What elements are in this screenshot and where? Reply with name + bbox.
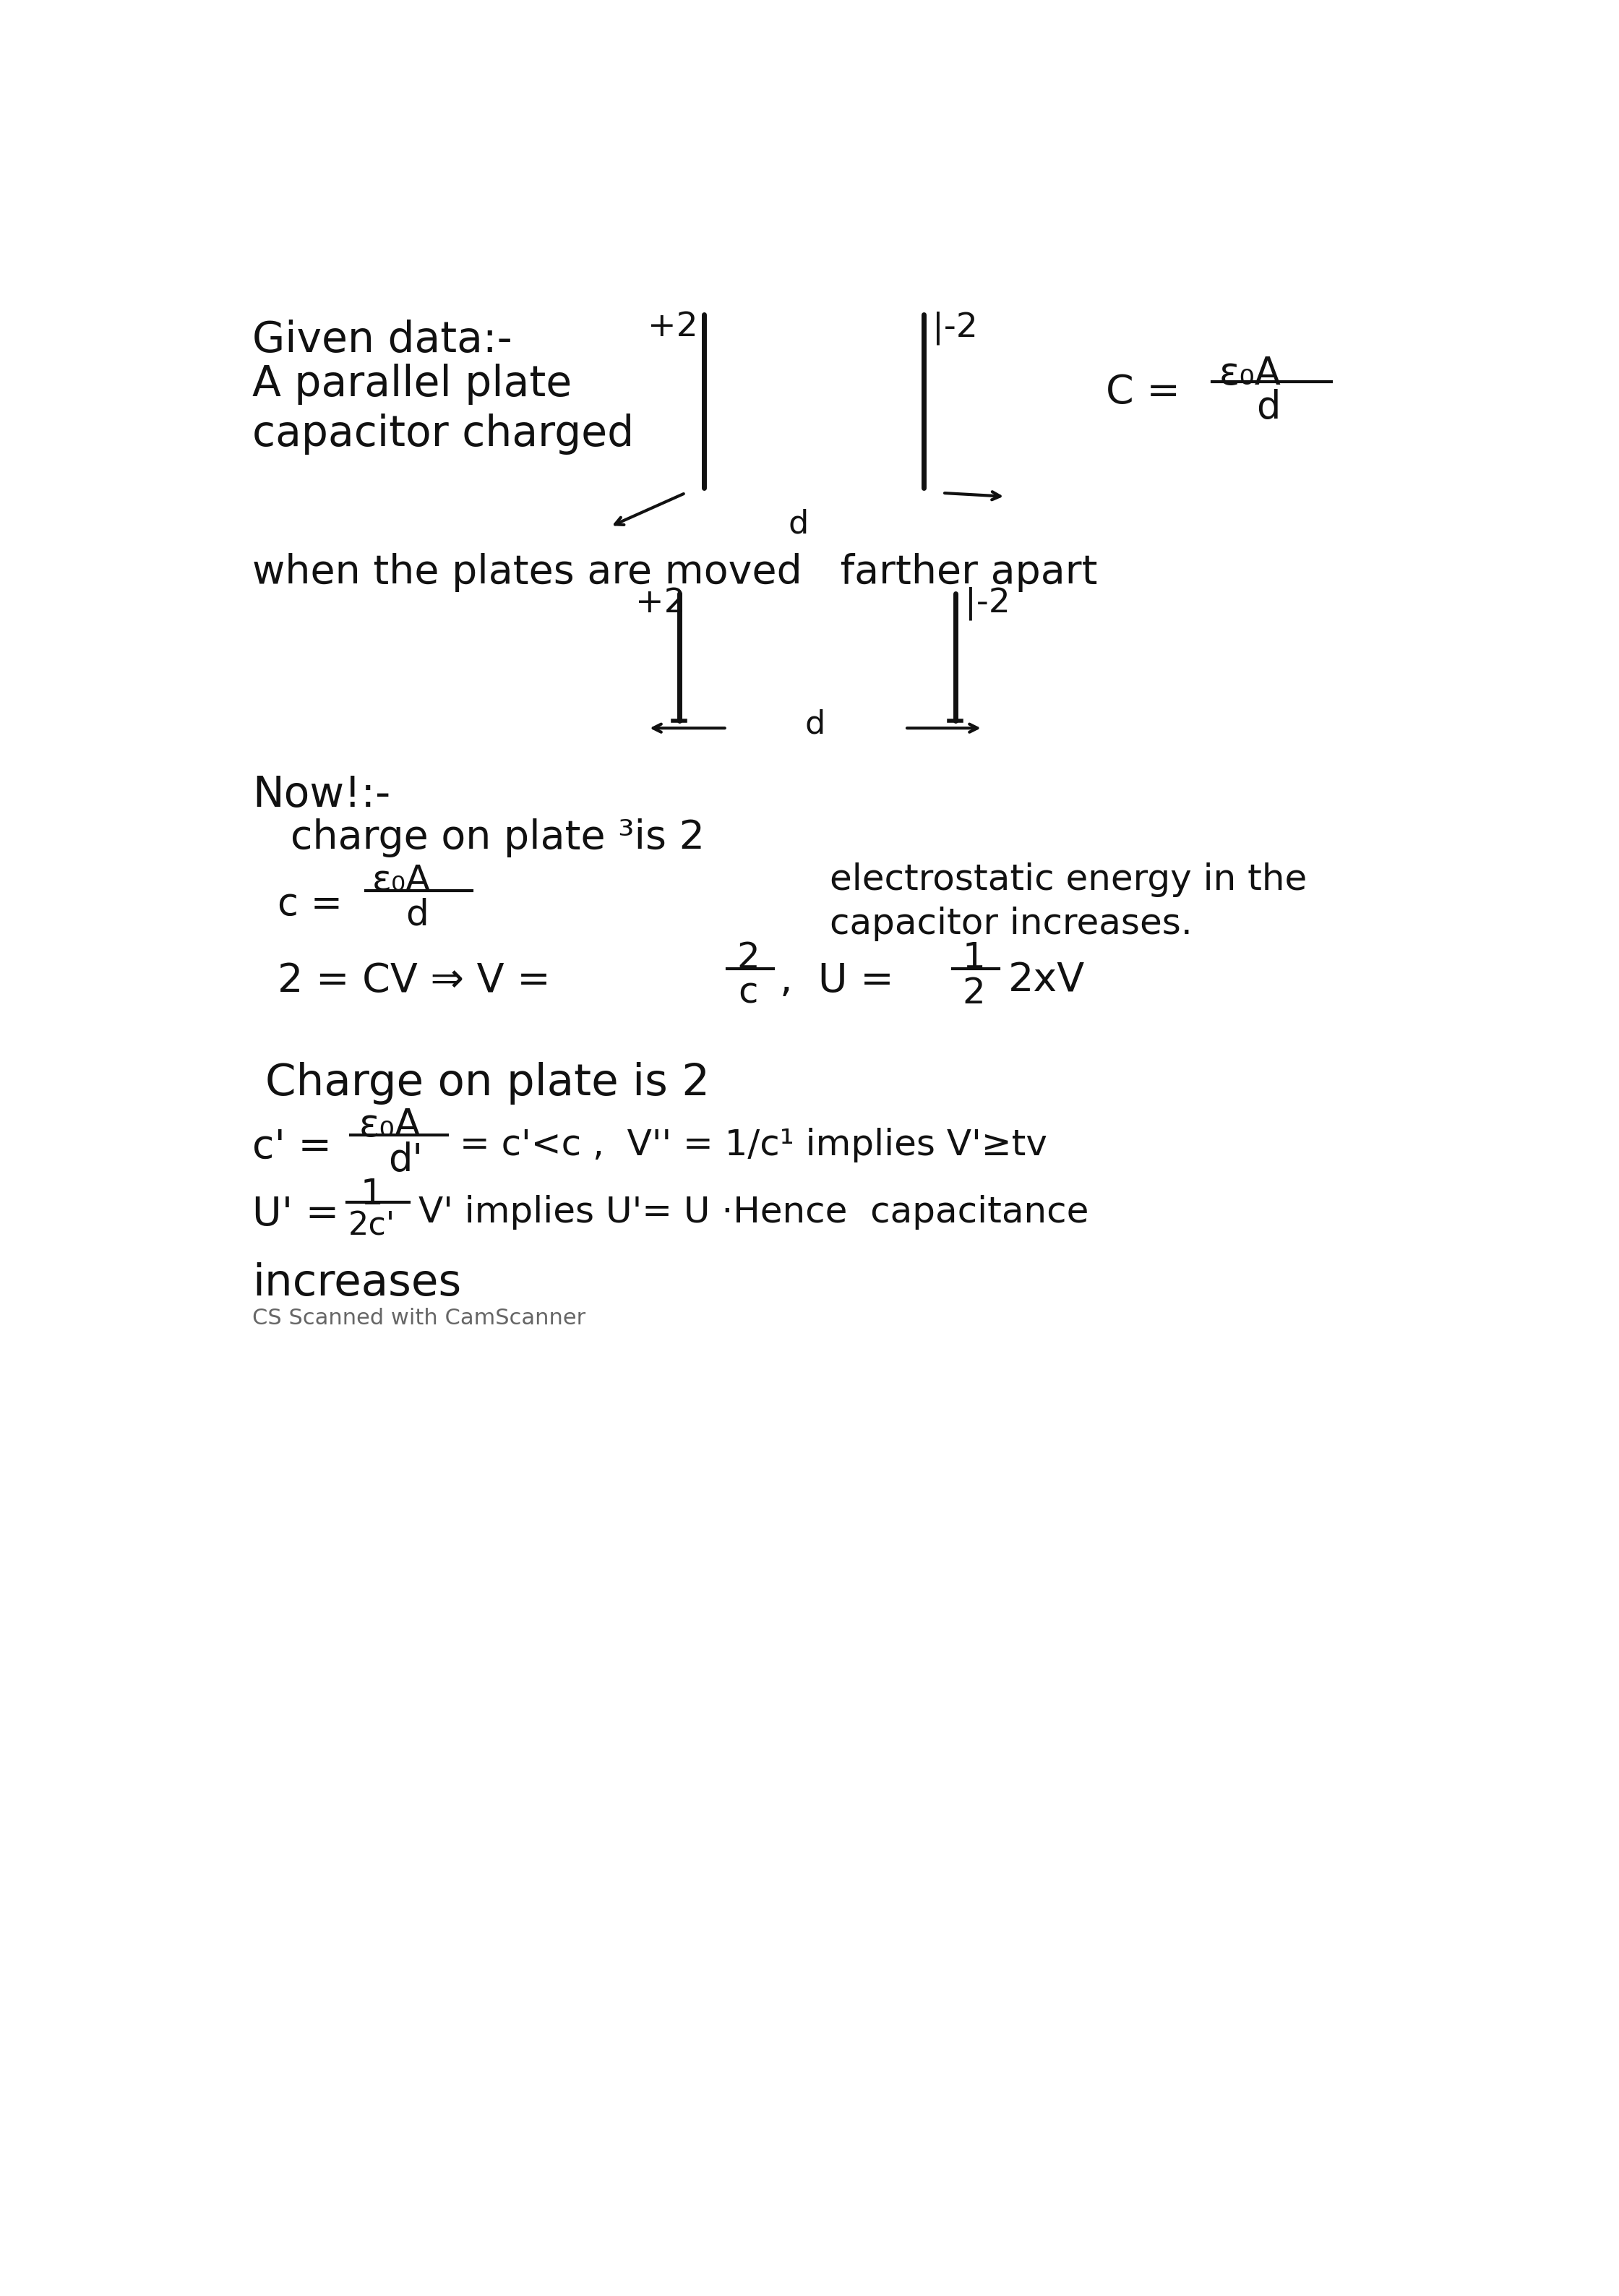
- Text: CS Scanned with CamScanner: CS Scanned with CamScanner: [253, 1309, 586, 1329]
- Text: = c'<c ,  V'' = 1/c¹ implies V'≥tv: = c'<c , V'' = 1/c¹ implies V'≥tv: [460, 1127, 1047, 1162]
- Text: when the plates are moved   farther apart: when the plates are moved farther apart: [253, 553, 1098, 592]
- Text: 2xV: 2xV: [1009, 962, 1085, 1001]
- Text: C =: C =: [1106, 372, 1180, 411]
- Text: Charge on plate is 2: Charge on plate is 2: [266, 1063, 709, 1104]
- Text: 2: 2: [737, 941, 759, 976]
- Text: 1: 1: [361, 1178, 384, 1212]
- Text: increases: increases: [253, 1263, 461, 1304]
- Text: Given data:-: Given data:-: [253, 319, 513, 360]
- Text: 1: 1: [963, 941, 986, 976]
- Text: ,  U =: , U =: [780, 962, 894, 1001]
- Text: 2: 2: [963, 976, 986, 1010]
- Text: charge on plate ³is 2: charge on plate ³is 2: [290, 817, 704, 856]
- Text: +2: +2: [635, 588, 686, 620]
- Text: 2 = CV ⇒ V =: 2 = CV ⇒ V =: [278, 962, 550, 1001]
- Text: A parallel plate: A parallel plate: [253, 365, 572, 404]
- Text: d: d: [805, 709, 826, 739]
- Text: |-2: |-2: [933, 310, 978, 344]
- Text: capacitor increases.: capacitor increases.: [829, 907, 1192, 941]
- Text: |-2: |-2: [965, 588, 1010, 620]
- Text: c' =: c' =: [253, 1127, 332, 1166]
- Text: ε₀A: ε₀A: [372, 863, 431, 898]
- Text: V' implies U'= U ·Hence  capacitance: V' implies U'= U ·Hence capacitance: [418, 1194, 1088, 1231]
- Text: 2c': 2c': [348, 1210, 395, 1242]
- Text: c: c: [738, 976, 758, 1010]
- Text: +2: +2: [648, 310, 698, 344]
- Text: capacitor charged: capacitor charged: [253, 413, 635, 455]
- Text: d: d: [788, 510, 808, 540]
- Text: ε₀A: ε₀A: [359, 1107, 421, 1143]
- Text: d: d: [1256, 388, 1281, 427]
- Text: Now!:-: Now!:-: [253, 774, 390, 815]
- Text: ε₀A: ε₀A: [1219, 356, 1281, 393]
- Text: d': d': [389, 1141, 423, 1180]
- Text: c =: c =: [278, 886, 343, 923]
- Text: electrostatic energy in the: electrostatic energy in the: [829, 863, 1307, 898]
- Text: d: d: [406, 898, 429, 932]
- Text: U' =: U' =: [253, 1194, 340, 1233]
